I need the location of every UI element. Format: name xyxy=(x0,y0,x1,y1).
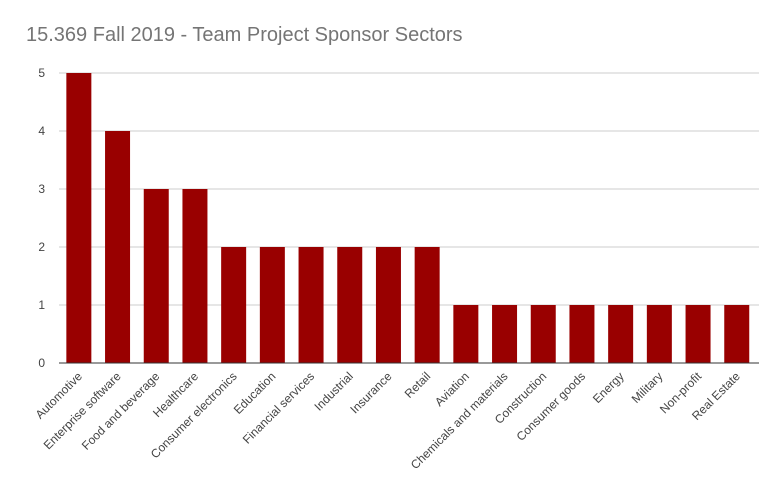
y-tick-label: 3 xyxy=(38,182,45,196)
bar xyxy=(492,305,518,363)
x-tick-label: Military xyxy=(629,369,666,406)
chart-title: 15.369 Fall 2019 - Team Project Sponsor … xyxy=(26,24,463,46)
y-tick-label: 4 xyxy=(38,124,45,138)
x-tick-label: Financial services xyxy=(240,369,317,446)
x-tick-label: Insurance xyxy=(347,369,394,416)
bars xyxy=(66,73,750,363)
y-tick-label: 0 xyxy=(38,356,45,370)
gridlines xyxy=(59,72,759,306)
bar xyxy=(608,305,634,363)
bar xyxy=(375,247,401,363)
bar xyxy=(724,305,750,363)
bar xyxy=(182,189,208,363)
bar xyxy=(143,189,169,363)
bar xyxy=(298,247,324,363)
bar xyxy=(337,247,363,363)
x-tick-label: Retail xyxy=(402,369,434,401)
bar xyxy=(414,247,440,363)
y-axis-ticks: 0 1 2 3 4 5 xyxy=(38,66,45,370)
x-tick-label: Energy xyxy=(590,369,627,406)
bar xyxy=(569,305,595,363)
bar xyxy=(259,247,285,363)
y-tick-label: 1 xyxy=(38,298,45,312)
y-tick-label: 2 xyxy=(38,240,45,254)
y-tick-label: 5 xyxy=(38,66,45,80)
bar xyxy=(105,131,131,363)
bar xyxy=(685,305,711,363)
bar xyxy=(453,305,479,363)
x-tick-label: Consumer goods xyxy=(514,369,589,444)
bar xyxy=(66,73,92,363)
bar xyxy=(530,305,556,363)
bar xyxy=(646,305,672,363)
bar xyxy=(221,247,247,363)
